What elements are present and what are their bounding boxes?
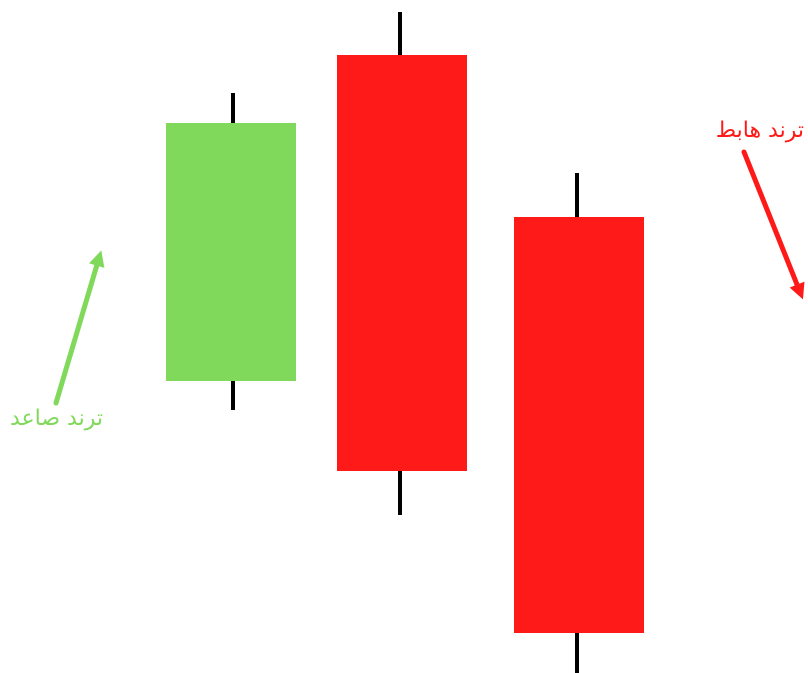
arrow-down-right-icon [741, 149, 805, 300]
candle-bullish-body [166, 123, 296, 381]
candle-bullish [166, 93, 296, 410]
arrow-up-right-icon [53, 250, 105, 406]
downtrend-label: ترند هابط [715, 118, 804, 143]
candle-bearish-1-body [337, 55, 467, 471]
candle-bearish-1 [337, 12, 467, 515]
candle-bearish-2-body [514, 217, 644, 633]
uptrend-label: ترند صاعد [10, 406, 103, 431]
candle-bearish-2 [514, 173, 644, 673]
